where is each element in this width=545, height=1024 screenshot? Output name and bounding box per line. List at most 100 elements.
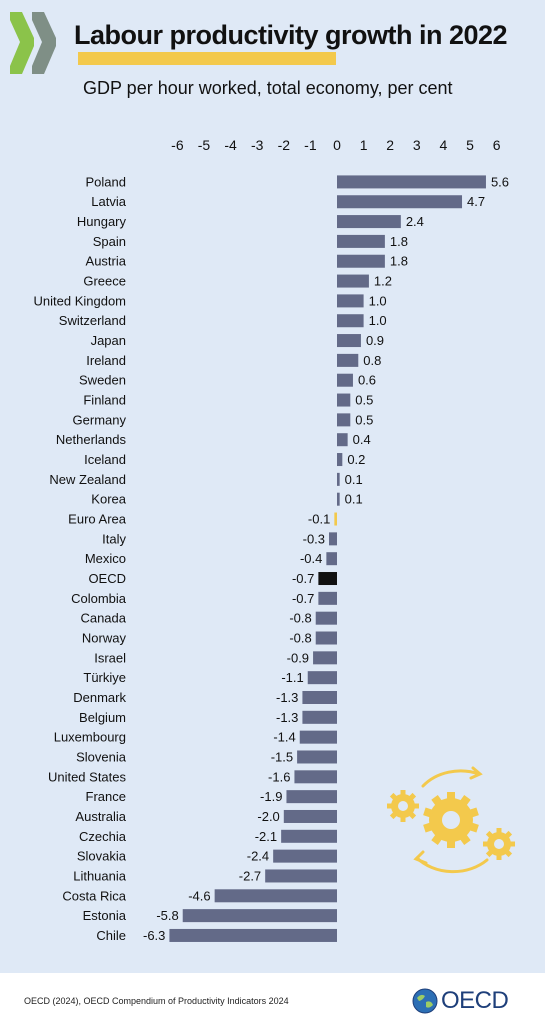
x-tick-label: -2 xyxy=(278,137,291,153)
bar xyxy=(265,869,337,883)
x-tick-label: 3 xyxy=(413,137,421,153)
x-tick-label: -6 xyxy=(171,137,184,153)
category-label: Poland xyxy=(86,174,126,189)
bar xyxy=(182,909,337,923)
value-label: -0.8 xyxy=(289,611,311,626)
value-label: -6.3 xyxy=(143,928,165,943)
category-label: New Zealand xyxy=(49,472,126,487)
category-label: Slovakia xyxy=(77,849,127,864)
x-tick-label: 2 xyxy=(386,137,394,153)
value-label: 0.6 xyxy=(358,373,376,388)
category-label: Lithuania xyxy=(73,868,127,883)
bar xyxy=(283,809,337,823)
value-label: 5.6 xyxy=(491,174,509,189)
category-label: United Kingdom xyxy=(34,293,127,308)
category-label: Italy xyxy=(102,531,126,546)
x-tick-label: 1 xyxy=(360,137,368,153)
category-label: Denmark xyxy=(73,690,126,705)
value-label: 0.1 xyxy=(345,492,363,507)
bar xyxy=(337,234,385,248)
x-tick-label: -5 xyxy=(198,137,211,153)
bar xyxy=(337,254,385,268)
bar xyxy=(337,453,343,467)
x-axis-ticks: -6 -5 -4 -3 -2 -1 0 1 2 3 4 5 6 xyxy=(171,137,501,153)
bar xyxy=(337,294,364,308)
value-label: 0.8 xyxy=(363,353,381,368)
value-label: 0.2 xyxy=(347,452,365,467)
page-title: Labour productivity growth in 2022 xyxy=(74,20,508,50)
oecd-chevrons-logo xyxy=(10,12,56,74)
category-label: Chile xyxy=(96,928,126,943)
value-label: -5.8 xyxy=(156,908,178,923)
value-label: -0.7 xyxy=(292,571,314,586)
category-label: Euro Area xyxy=(68,512,127,527)
category-label: Israel xyxy=(94,650,126,665)
value-label: -1.9 xyxy=(260,789,282,804)
x-tick-label: -4 xyxy=(224,137,237,153)
bar xyxy=(299,730,337,744)
bar xyxy=(337,175,486,189)
bar xyxy=(318,572,337,586)
gears-cycle-icon xyxy=(387,766,515,874)
value-label: -1.3 xyxy=(276,690,298,705)
oecd-globe-icon xyxy=(412,988,438,1014)
category-label: Norway xyxy=(82,631,127,646)
value-label: 1.0 xyxy=(369,313,387,328)
value-label: -1.3 xyxy=(276,710,298,725)
value-label: -1.5 xyxy=(271,749,293,764)
category-label: France xyxy=(86,789,126,804)
x-tick-label: 6 xyxy=(493,137,501,153)
value-label: 4.7 xyxy=(467,194,485,209)
value-label: -0.1 xyxy=(308,512,330,527)
value-label: -2.1 xyxy=(255,829,277,844)
oecd-logo-text: OECD xyxy=(441,987,509,1014)
value-label: 0.5 xyxy=(355,412,373,427)
value-label: -1.1 xyxy=(281,670,303,685)
category-label: Greece xyxy=(83,274,126,289)
category-label: Czechia xyxy=(79,829,127,844)
bar xyxy=(337,492,340,506)
title-highlight xyxy=(78,52,336,65)
value-label: -2.7 xyxy=(239,868,261,883)
value-label: -2.0 xyxy=(257,809,279,824)
bar xyxy=(307,671,337,685)
category-label: Estonia xyxy=(83,908,127,923)
bar xyxy=(337,195,463,209)
value-label: 2.4 xyxy=(406,214,424,229)
value-label: -2.4 xyxy=(247,849,269,864)
value-label: -4.6 xyxy=(188,888,210,903)
value-label: -0.4 xyxy=(300,551,322,566)
category-label: United States xyxy=(48,769,127,784)
value-label: -0.3 xyxy=(303,531,325,546)
category-label: Austria xyxy=(86,254,127,269)
value-label: 0.5 xyxy=(355,393,373,408)
bar xyxy=(337,393,351,407)
bar xyxy=(337,334,361,348)
category-label: Colombia xyxy=(71,591,127,606)
category-label: Mexico xyxy=(85,551,126,566)
category-label: Spain xyxy=(93,234,126,249)
category-label: Germany xyxy=(73,412,127,427)
category-label: Switzerland xyxy=(59,313,126,328)
value-label: -1.6 xyxy=(268,769,290,784)
value-label: -0.8 xyxy=(289,631,311,646)
bar xyxy=(337,353,359,367)
bar xyxy=(214,889,337,903)
bar xyxy=(297,750,337,764)
value-label: 1.8 xyxy=(390,254,408,269)
bar xyxy=(334,512,337,526)
category-label: Netherlands xyxy=(56,432,127,447)
bar xyxy=(337,314,364,328)
category-label: Japan xyxy=(91,333,126,348)
bar xyxy=(286,790,337,804)
bar xyxy=(302,690,337,704)
bar xyxy=(169,928,337,942)
footer xyxy=(0,973,545,1024)
x-tick-label: 4 xyxy=(440,137,448,153)
bar xyxy=(313,651,337,665)
bar xyxy=(315,631,337,645)
category-label: Belgium xyxy=(79,710,126,725)
category-label: OECD xyxy=(88,571,126,586)
title-block: Labour productivity growth in 2022 xyxy=(74,20,508,65)
category-label: Sweden xyxy=(79,373,126,388)
